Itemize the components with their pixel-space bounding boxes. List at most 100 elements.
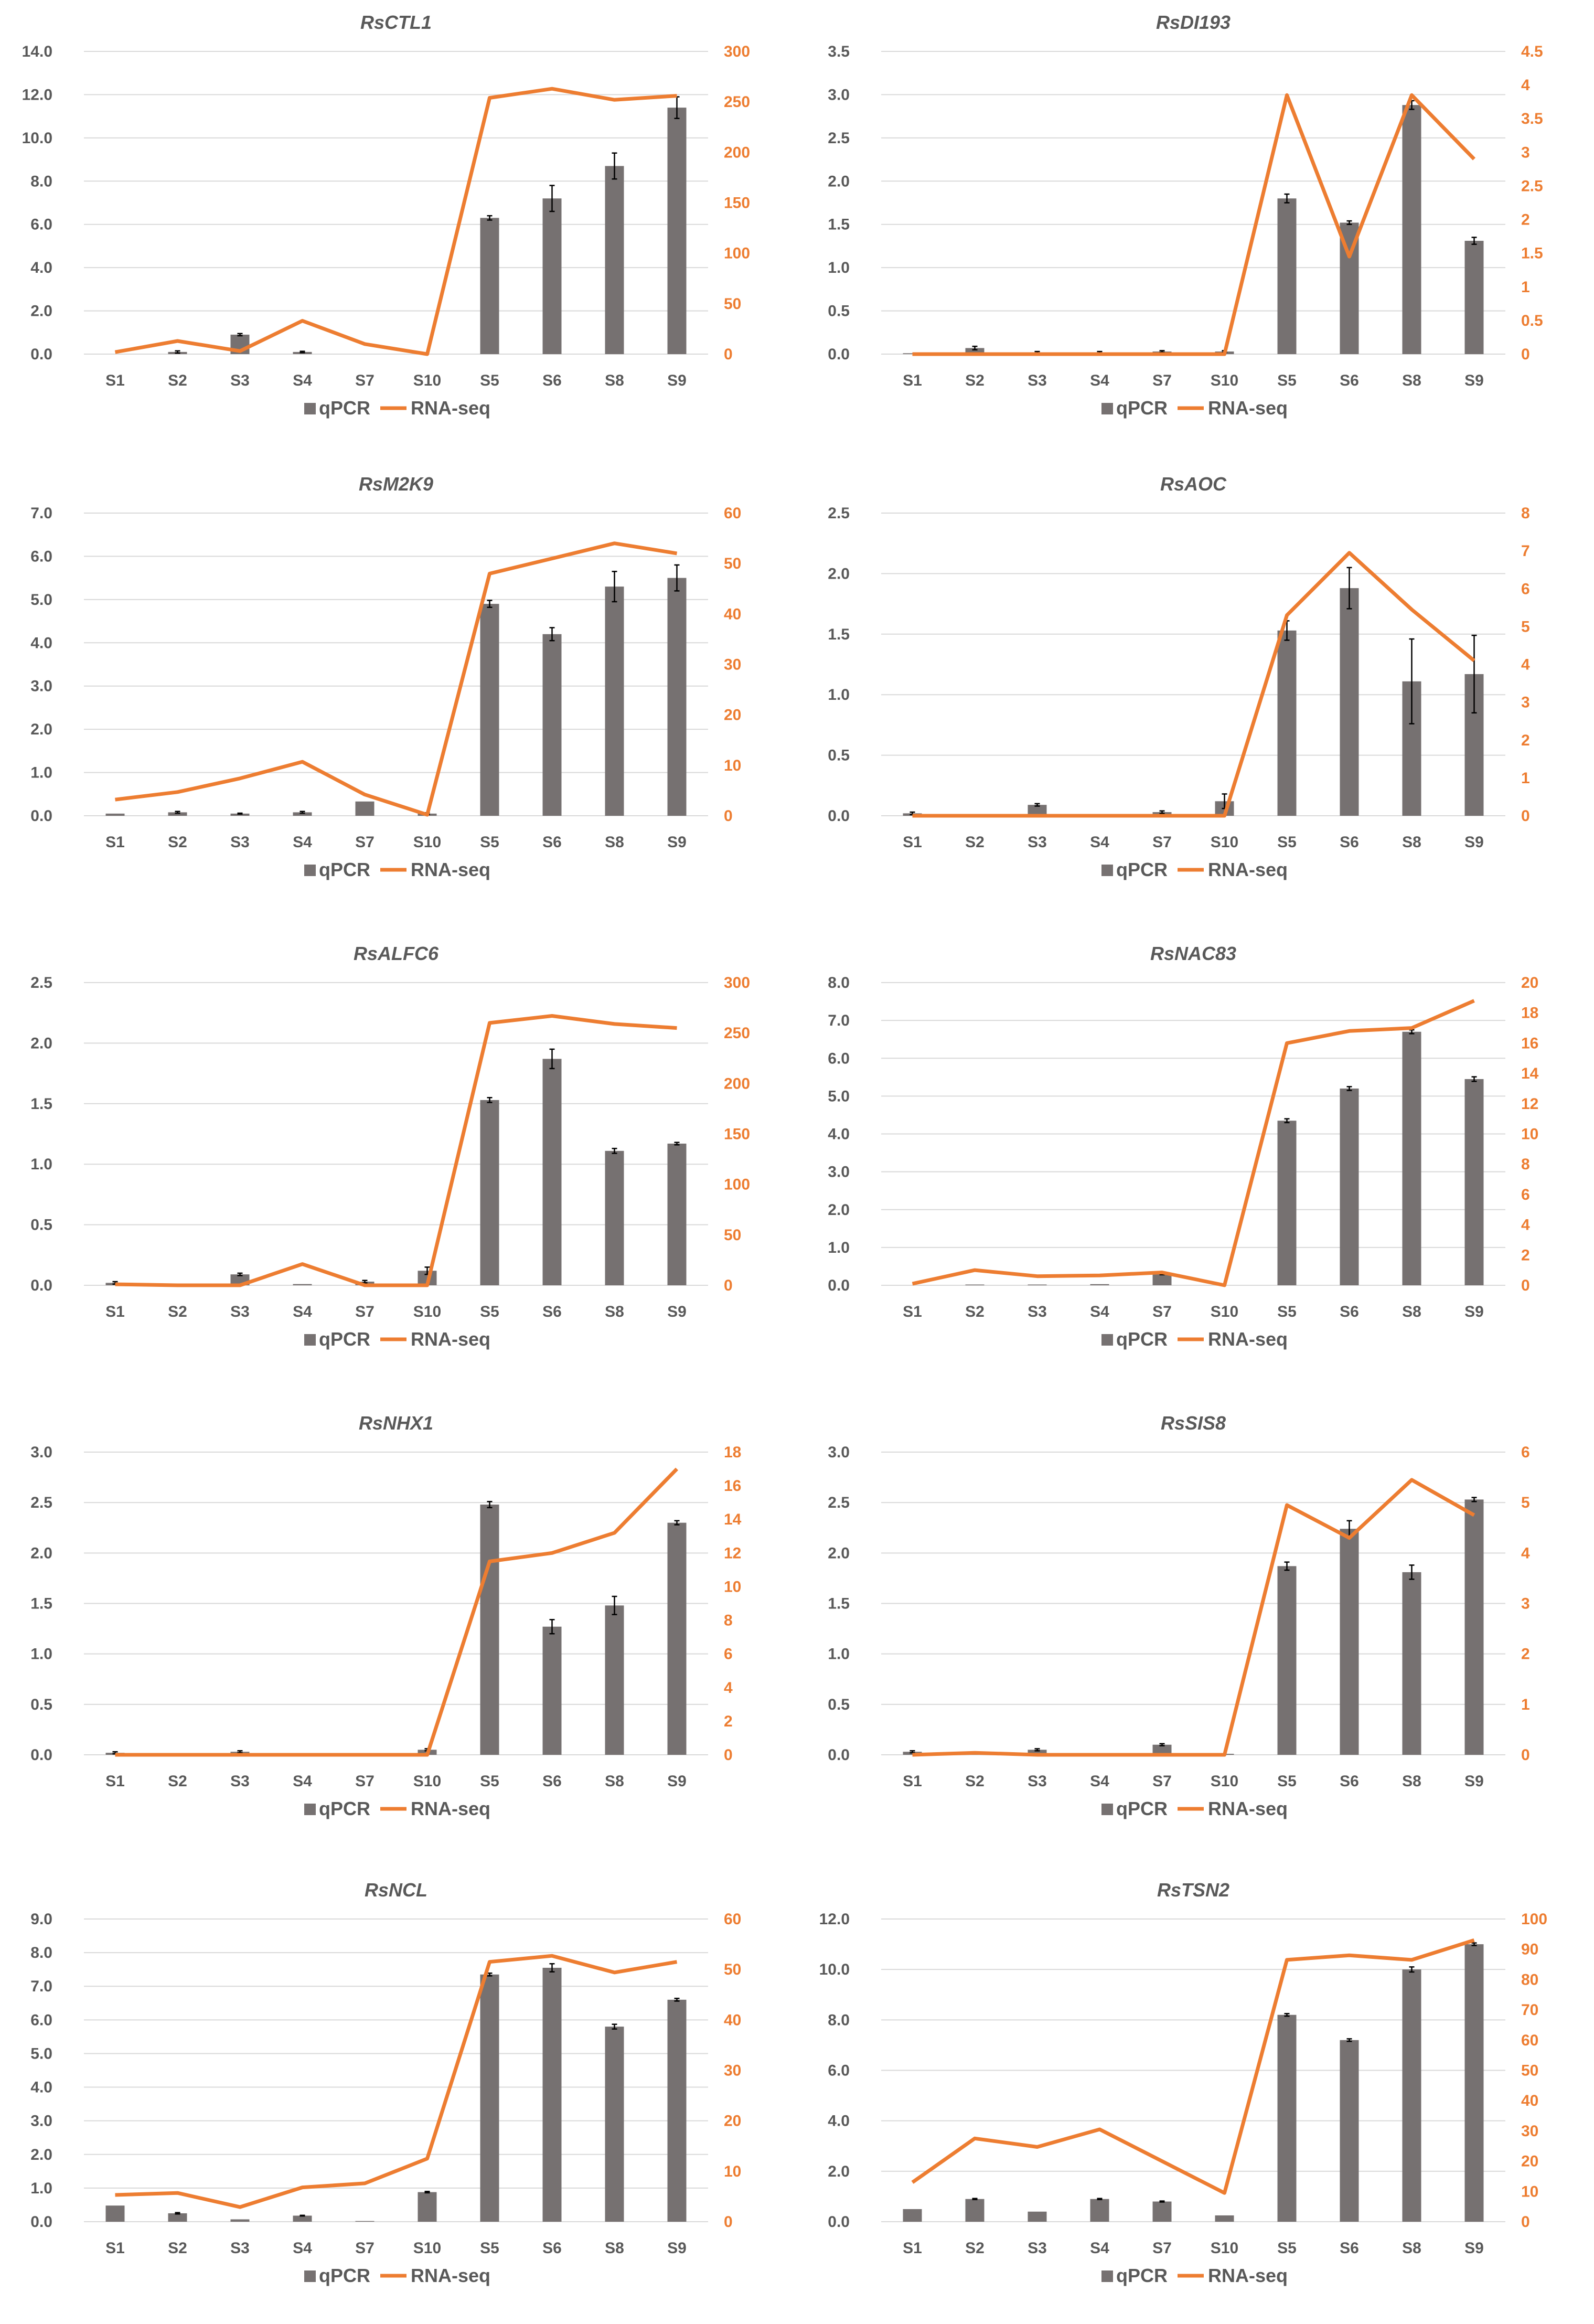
bar-qpcr [1402, 1031, 1421, 1285]
y-tick-label-left: 3.0 [828, 86, 850, 103]
chart-title: RsAOC [1160, 473, 1227, 495]
bar-qpcr [542, 1967, 562, 2222]
x-tick-label: S1 [903, 1773, 922, 1790]
bar-qpcr [667, 1143, 687, 1285]
chart-title: RsCTL1 [360, 12, 432, 33]
bar-qpcr [480, 1100, 499, 1285]
y-tick-label-right: 200 [724, 1075, 750, 1092]
legend-label-rnaseq: RNA-seq [1208, 1328, 1288, 1350]
y-tick-label-right: 10 [724, 757, 741, 774]
x-tick-label: S4 [1090, 2240, 1109, 2257]
y-tick-label-left: 0.0 [828, 2213, 850, 2231]
y-tick-label-right: 2 [1521, 1646, 1530, 1663]
y-tick-label-right: 0 [1521, 2213, 1530, 2231]
legend: qPCR RNA-seq [1101, 1798, 1288, 1819]
y-tick-label-right: 50 [724, 295, 741, 313]
x-tick-label: S6 [1340, 834, 1359, 851]
x-tick-label: S7 [1152, 2240, 1172, 2257]
y-tick-label-left: 1.0 [828, 1646, 850, 1663]
y-tick-label-left: 2.5 [30, 1494, 52, 1511]
y-tick-label-right: 0 [1521, 1277, 1530, 1294]
y-tick-label-left: 1.0 [30, 1646, 52, 1663]
chart-rsncl: RsNCL 0.0 1.0 2.0 3.0 4.0 5.0 6.0 7.0 8.0 9.0 0 10 20… [30, 1879, 741, 2286]
y-tick-label-left: 0.0 [828, 346, 850, 363]
y-tick-label-left: 4.0 [30, 634, 52, 652]
y-tick-label-left: 10.0 [819, 1961, 850, 1978]
x-tick-label: S4 [1090, 1303, 1109, 1320]
legend-swatch-qpcr [304, 865, 316, 876]
y-tick-label-left: 0.0 [30, 1746, 52, 1764]
x-tick-label: S9 [1464, 2240, 1484, 2257]
y-tick-label-left: 8.0 [828, 2011, 850, 2029]
y-tick-label-left: 1.0 [30, 764, 52, 782]
x-tick-label: S9 [667, 2240, 687, 2257]
y-tick-label-right: 2 [724, 1713, 733, 1730]
x-tick-label: S10 [413, 1303, 441, 1320]
y-tick-label-left: 7.0 [828, 1012, 850, 1029]
x-tick-label: S4 [293, 834, 312, 851]
x-tick-label: S1 [105, 2240, 125, 2257]
x-tick-label: S10 [413, 2240, 441, 2257]
bar-qpcr [480, 1974, 499, 2222]
legend-label-qpcr: qPCR [319, 2265, 370, 2286]
legend-label-rnaseq: RNA-seq [1208, 397, 1288, 419]
x-tick-label: S6 [542, 2240, 562, 2257]
x-tick-label: S6 [542, 834, 562, 851]
legend-swatch-qpcr [1101, 2270, 1113, 2282]
x-tick-label: S8 [605, 834, 624, 851]
y-tick-label-left: 0.5 [30, 1696, 52, 1713]
y-tick-label-left: 3.0 [828, 1164, 850, 1181]
y-tick-label-right: 300 [724, 43, 750, 60]
x-tick-label: S2 [965, 2240, 985, 2257]
x-tick-label: S5 [480, 834, 499, 851]
legend-label-qpcr: qPCR [1116, 397, 1168, 419]
x-tick-label: S1 [903, 1303, 922, 1320]
y-tick-label-left: 2.0 [828, 2163, 850, 2180]
legend-label-rnaseq: RNA-seq [411, 859, 490, 880]
x-tick-label: S6 [1340, 372, 1359, 389]
x-tick-label: S3 [1028, 2240, 1047, 2257]
y-tick-label-left: 4.0 [828, 1126, 850, 1143]
chart-title: RsTSN2 [1157, 1879, 1229, 1901]
y-tick-label-right: 20 [724, 2113, 741, 2130]
y-tick-label-left: 3.0 [828, 1444, 850, 1461]
y-tick-label-right: 3 [1521, 694, 1530, 711]
legend-swatch-qpcr [1101, 403, 1113, 414]
legend-swatch-qpcr [304, 2270, 316, 2282]
x-tick-label: S7 [355, 372, 375, 389]
legend: qPCR RNA-seq [304, 1328, 490, 1350]
x-tick-label: S10 [1211, 834, 1238, 851]
x-tick-label: S5 [480, 372, 499, 389]
y-tick-label-right: 40 [724, 2011, 741, 2029]
bar-qpcr [1028, 805, 1047, 816]
line-rnaseq [115, 1014, 677, 1287]
bar-qpcr [667, 578, 687, 816]
legend-swatch-qpcr [304, 403, 316, 414]
legend-label-rnaseq: RNA-seq [1208, 859, 1288, 880]
x-tick-label: S9 [1464, 372, 1484, 389]
y-tick-label-left: 1.5 [30, 1595, 52, 1613]
legend: qPCR RNA-seq [304, 1798, 490, 1819]
y-tick-label-left: 0.5 [828, 303, 850, 320]
y-tick-label-right: 0 [1521, 807, 1530, 825]
y-tick-label-right: 50 [1521, 2062, 1538, 2080]
legend: qPCR RNA-seq [304, 2265, 490, 2286]
y-tick-label-right: 12 [1521, 1095, 1538, 1113]
x-tick-label: S9 [1464, 1303, 1484, 1320]
x-tick-label: S3 [230, 372, 250, 389]
x-tick-label: S2 [965, 372, 985, 389]
legend-label-rnaseq: RNA-seq [1208, 2265, 1288, 2286]
y-tick-label-left: 12.0 [22, 86, 52, 103]
x-tick-label: S2 [965, 1773, 985, 1790]
chart-rsctl1: RsCTL1 0.0 2.0 4.0 6.0 8.0 10.0 12.0 14.0 0 50 100 1… [22, 12, 750, 419]
bar-qpcr [1028, 1750, 1047, 1755]
y-tick-label-right: 1 [1521, 770, 1530, 787]
y-tick-label-left: 14.0 [22, 43, 52, 60]
x-tick-label: S9 [667, 372, 687, 389]
chart-rsalfc6: RsALFC6 0.0 0.5 1.0 1.5 2.0 2.5 0 50 100 150 200 250… [30, 943, 750, 1350]
x-tick-label: S6 [1340, 1303, 1359, 1320]
x-tick-label: S7 [1152, 372, 1172, 389]
y-tick-label-right: 6 [1521, 580, 1530, 598]
bar-qpcr [480, 604, 499, 816]
y-tick-label-right: 20 [1521, 974, 1538, 992]
